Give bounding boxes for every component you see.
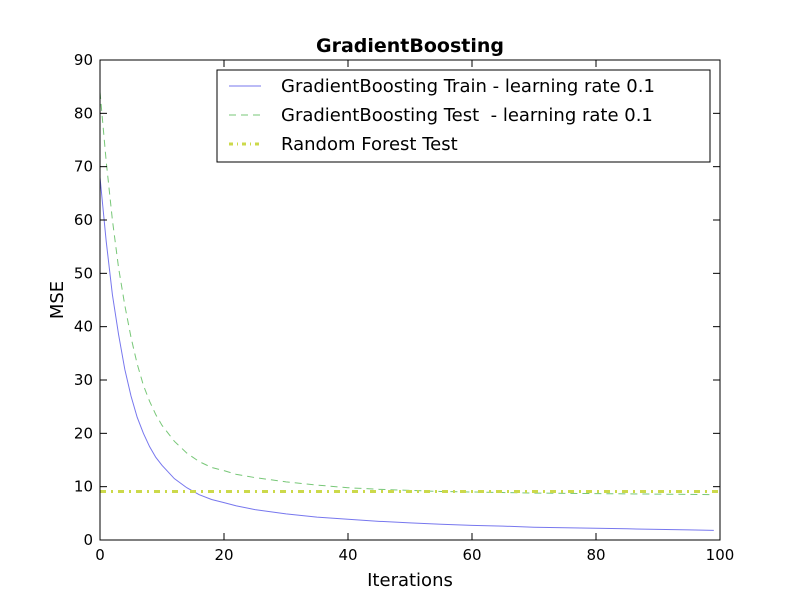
legend-label-train: GradientBoosting Train - learning rate 0…: [281, 76, 655, 97]
x-tick-label: 80: [586, 546, 605, 564]
y-tick-label: 40: [74, 318, 93, 336]
tick-layer: 0 20 40 60 80 100 0 10 20 30 40 50 60 70 80 90: [74, 51, 734, 564]
y-tick-label: 10: [74, 478, 93, 496]
legend-box: [216, 69, 711, 163]
y-tick-label: 50: [74, 264, 93, 282]
series-train-line: [100, 177, 714, 531]
x-tick-label: 100: [706, 546, 735, 564]
x-tick-label: 20: [214, 546, 233, 564]
y-tick-label: 0: [83, 531, 93, 549]
plot-frame: [99, 59, 721, 541]
y-tick-label: 90: [74, 51, 93, 69]
x-axis-label: Iterations: [367, 570, 453, 591]
x-tick-label: 0: [95, 546, 105, 564]
x-tick-label: 60: [462, 546, 481, 564]
series-layer: [100, 91, 720, 531]
series-test-line: [100, 91, 714, 496]
y-tick-label: 70: [74, 158, 93, 176]
legend: GradientBoosting Train - learning rate 0…: [216, 69, 711, 163]
y-tick-label: 80: [74, 104, 93, 122]
chart-title: GradientBoosting: [316, 35, 504, 57]
y-tick-label: 20: [74, 424, 93, 442]
y-tick-label: 30: [74, 371, 93, 389]
legend-label-random-forest: Random Forest Test: [281, 134, 458, 155]
legend-label-test: GradientBoosting Test - learning rate 0.…: [281, 105, 653, 126]
x-tick-label: 40: [338, 546, 357, 564]
y-axis-label: MSE: [47, 281, 68, 319]
y-tick-label: 60: [74, 211, 93, 229]
